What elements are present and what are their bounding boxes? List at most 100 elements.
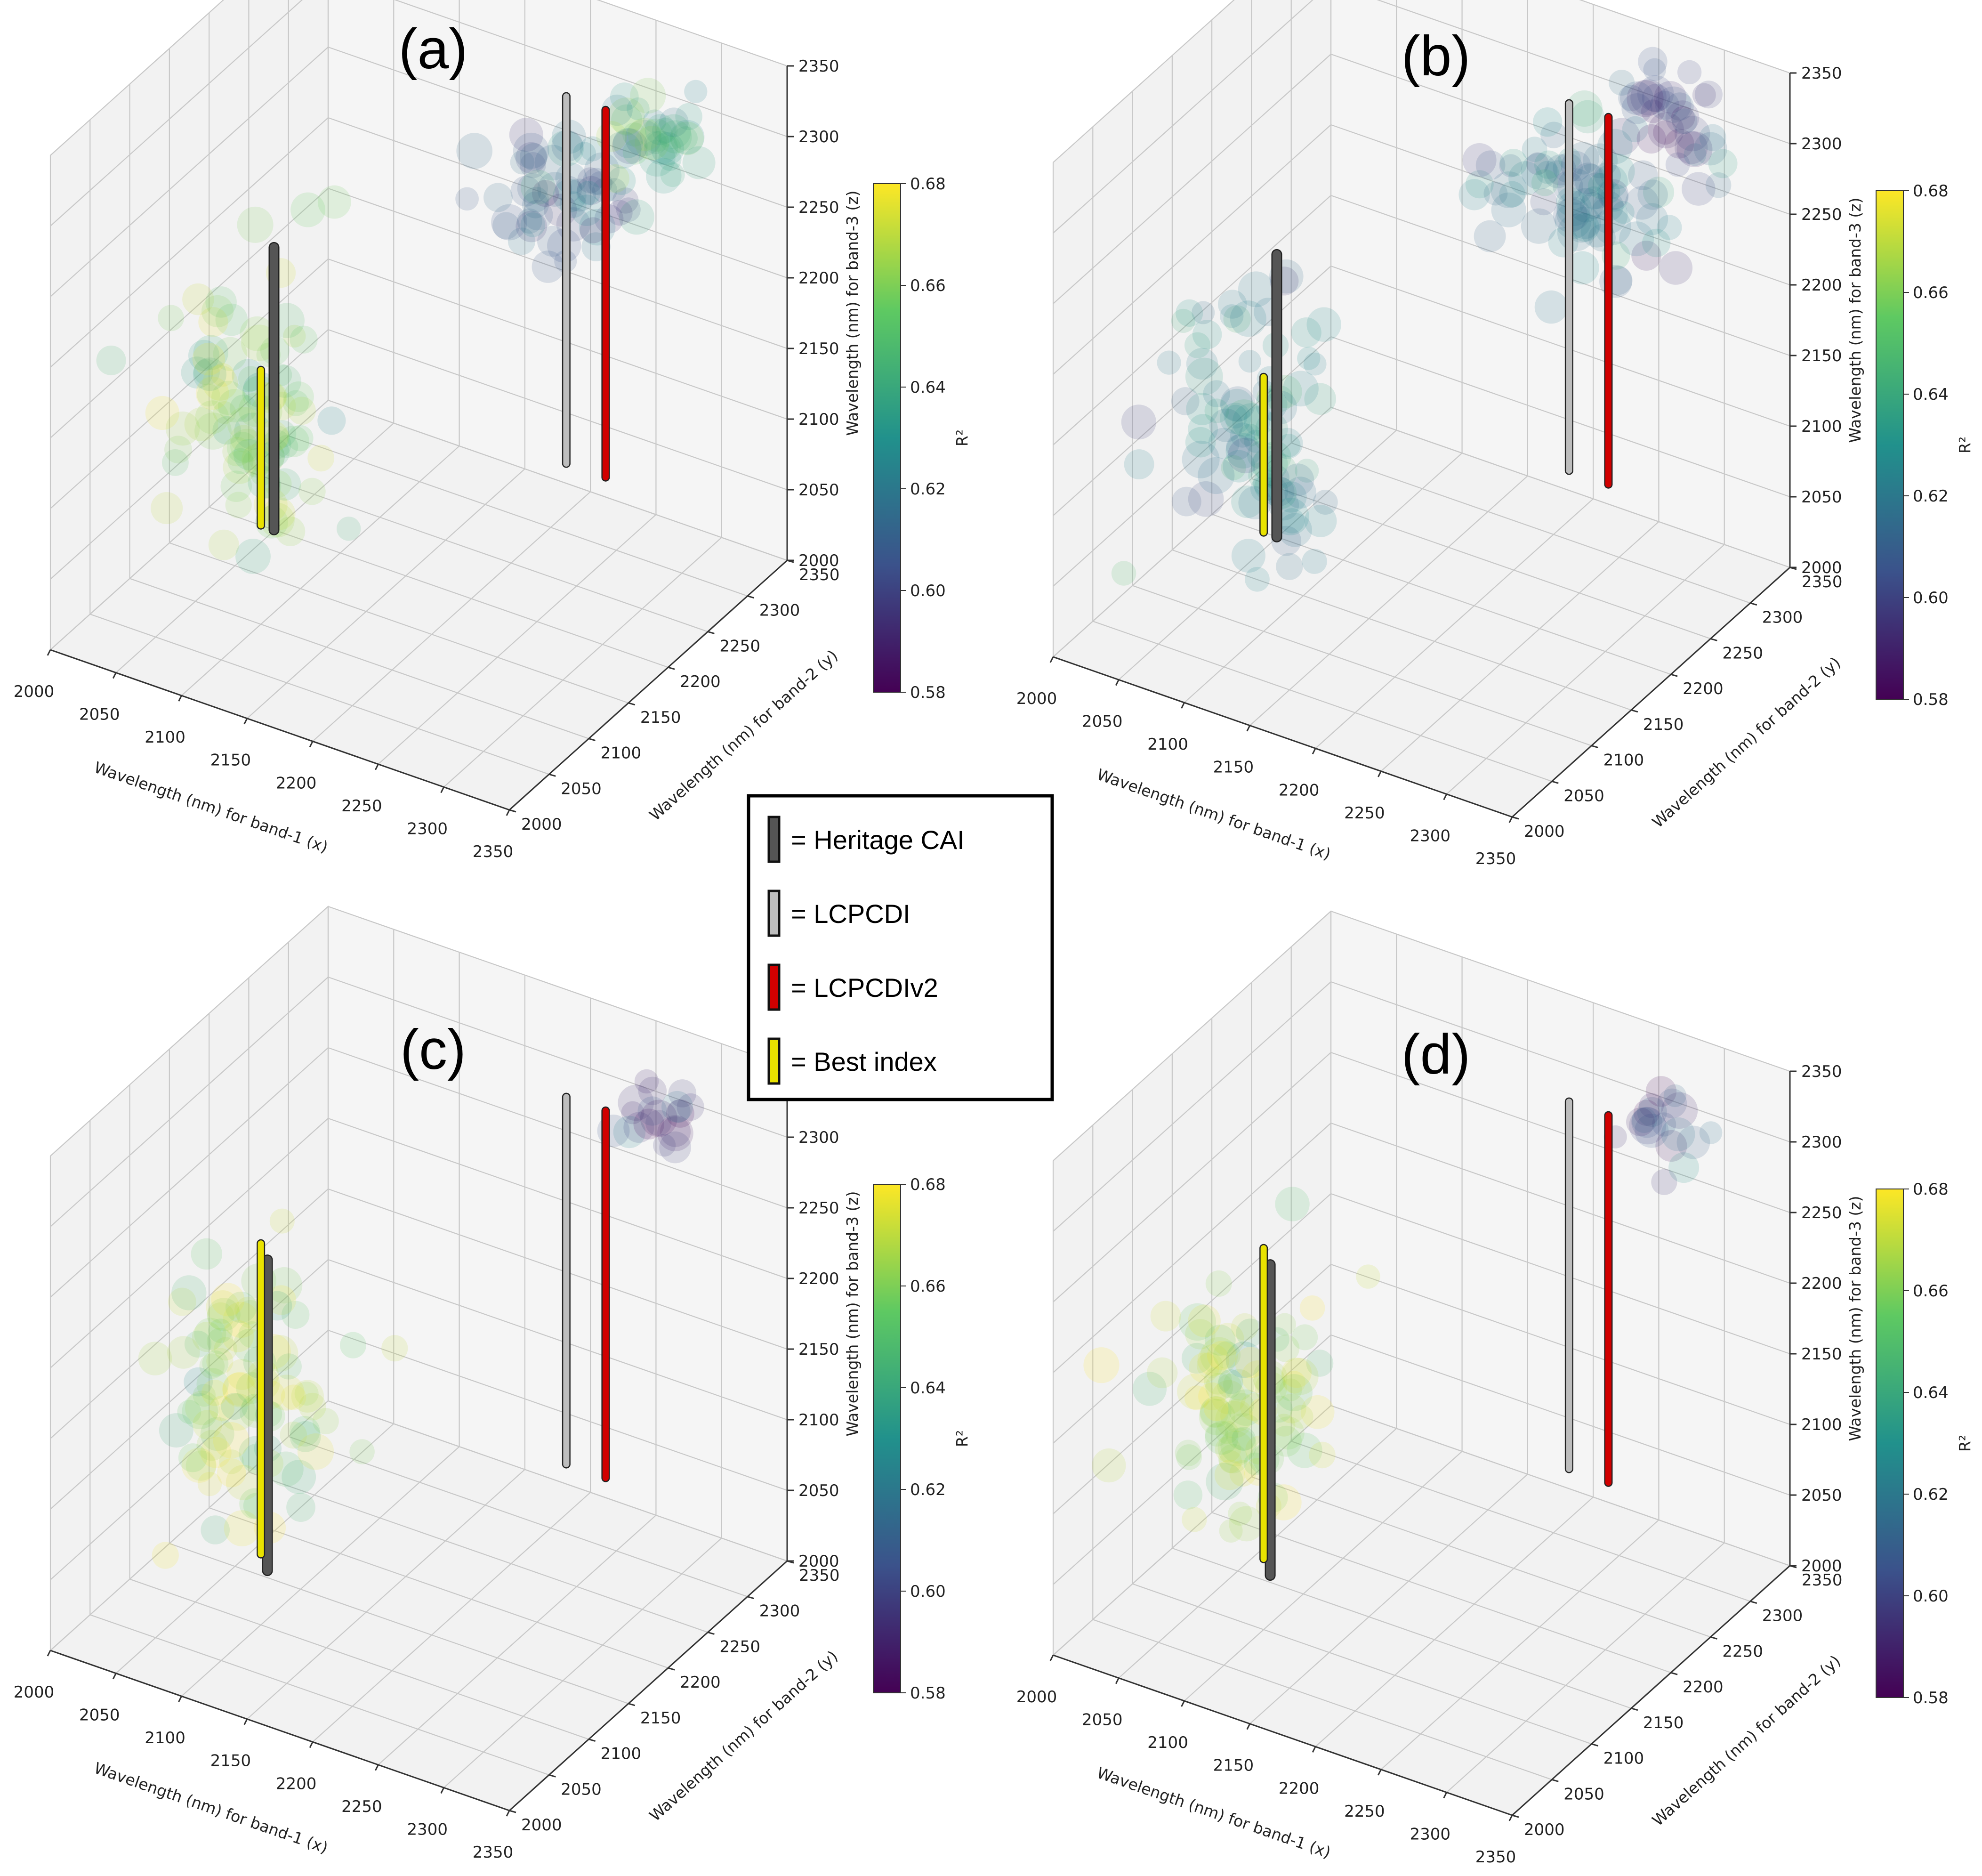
x-tick — [178, 695, 182, 702]
scatter-point — [455, 187, 479, 211]
legend-label-heritage_cai: = Heritage CAI — [791, 825, 965, 855]
scatter-point — [1205, 1270, 1232, 1297]
scatter-point — [607, 166, 636, 195]
y-tick — [708, 631, 715, 634]
grid-line — [1172, 549, 1632, 711]
scatter-point — [1655, 1130, 1687, 1162]
colorbar-tick-label: 0.60 — [1913, 589, 1949, 607]
grid-line — [1330, 910, 1790, 1072]
y-tick-label: 2300 — [759, 601, 800, 620]
scatter-point — [646, 158, 682, 194]
y-axis-line — [508, 1560, 788, 1811]
y-tick — [548, 773, 556, 777]
scatter-point — [178, 1443, 208, 1472]
scatter-point — [532, 251, 564, 283]
y-tick — [668, 1667, 675, 1671]
scatter-point — [1204, 1396, 1229, 1422]
scatter-point — [1637, 75, 1674, 112]
scatter-point — [185, 1391, 220, 1425]
scatter-point — [1200, 1337, 1238, 1375]
z-tick-label: 2050 — [1801, 1486, 1842, 1505]
x-tick-label: 2000 — [1016, 1688, 1057, 1706]
scatter-point — [1292, 1324, 1318, 1350]
y-axis-label: Wavelength (nm) for band-2 (y) — [646, 1647, 841, 1825]
scatter-point — [222, 1320, 254, 1352]
grid-line — [1249, 1473, 1528, 1724]
z-tick-label: 2300 — [798, 1128, 839, 1147]
scatter-point — [1208, 428, 1240, 459]
grid-line — [328, 1400, 788, 1562]
scatter-point — [1594, 208, 1632, 245]
scatter-point — [266, 1267, 303, 1304]
scatter-point — [193, 359, 220, 386]
scatter-point — [1271, 1425, 1302, 1457]
scatter-point — [1534, 290, 1568, 324]
x-tick-label: 2050 — [79, 1706, 120, 1725]
scatter-point — [640, 118, 673, 152]
x-tick-label: 2200 — [1279, 1779, 1320, 1798]
scatter-point — [290, 325, 318, 354]
scatter-point — [294, 1382, 319, 1406]
scatter-point — [1188, 481, 1224, 517]
y-tick-label: 2250 — [719, 637, 760, 655]
colorbar-tick-label: 0.68 — [1913, 182, 1949, 201]
scatter-point — [1185, 357, 1223, 396]
grid-line — [1053, 195, 1331, 445]
scatter-point — [1235, 1347, 1266, 1378]
grid-line — [1315, 1496, 1594, 1747]
x-tick — [1246, 1723, 1251, 1730]
scatter-point — [1189, 1352, 1219, 1383]
scatter-point — [1571, 213, 1600, 242]
x-tick-label: 2300 — [407, 1820, 448, 1839]
scatter-point — [209, 1395, 235, 1421]
grid-line — [1053, 266, 1331, 516]
scatter-point — [644, 130, 678, 165]
scatter-point — [1230, 422, 1255, 448]
scatter-point — [307, 445, 335, 472]
scatter-point — [171, 1275, 207, 1310]
grid-line — [89, 614, 549, 775]
grid-line — [1330, 406, 1790, 568]
y-tick-label: 2300 — [1762, 608, 1803, 627]
scatter-point — [1281, 1358, 1312, 1388]
scatter-point — [510, 176, 541, 207]
scatter-point — [298, 477, 326, 505]
grid-line — [1330, 336, 1790, 498]
scatter-point — [1530, 188, 1557, 216]
scatter-point — [196, 1430, 227, 1461]
colorbar — [1876, 190, 1904, 700]
scatter-point — [1205, 1423, 1229, 1447]
colorbar-tick-label: 0.64 — [1913, 385, 1949, 404]
colorbar-tick-label: 0.58 — [910, 683, 946, 702]
grid-line — [249, 1472, 708, 1633]
scatter-point — [1636, 203, 1668, 235]
tick-labels: 2000 2000 2000 2050 2050 2050 2100 2100 2100 2150… — [1016, 1062, 1843, 1867]
scatter-point — [1199, 1399, 1236, 1436]
colorbar-tick-label: 0.62 — [1913, 487, 1949, 506]
y-tick — [509, 809, 516, 813]
scatter-point — [1661, 1092, 1698, 1129]
grid-line — [50, 0, 303, 226]
grid-line — [129, 578, 589, 739]
scatter-point — [523, 186, 549, 212]
scatter-point — [207, 1328, 234, 1355]
scatter-point — [1284, 477, 1317, 509]
y-tick-label: 2150 — [1643, 715, 1684, 734]
scatter-point — [290, 192, 326, 227]
x-tick — [1246, 725, 1251, 732]
scatter-point — [1304, 383, 1336, 415]
colorbar-tick-label: 0.66 — [1913, 1282, 1949, 1301]
x-tick-label: 2000 — [1016, 689, 1057, 708]
z-tick-label: 2150 — [798, 1340, 839, 1359]
scatter-point — [1641, 99, 1665, 123]
scatter-point — [621, 1101, 645, 1124]
scatter-point — [1218, 1444, 1248, 1473]
scatter-point — [1196, 1352, 1223, 1379]
colorbar-tick-label: 0.64 — [1913, 1383, 1949, 1402]
legend-swatch-lcpcdi — [767, 889, 781, 937]
scatter-point — [563, 178, 596, 212]
scatter-point — [1609, 70, 1635, 96]
scatter-point — [219, 1449, 244, 1474]
scatter-point — [1171, 486, 1201, 517]
scatter-point — [645, 1109, 672, 1136]
